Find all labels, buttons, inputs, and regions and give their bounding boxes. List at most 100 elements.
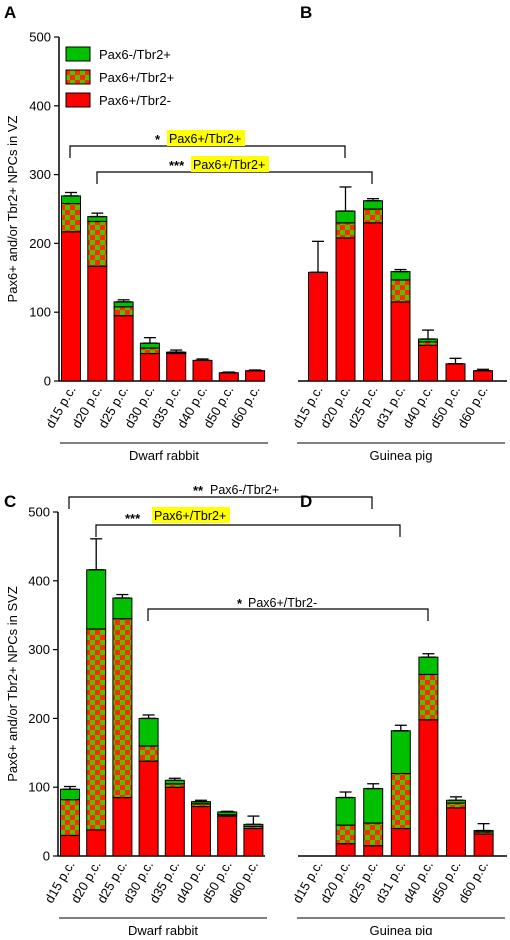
y-axis-title: Pax6+ and/or Tbr2+ NPCs in VZ xyxy=(5,115,20,302)
panel-label-d: D xyxy=(300,492,312,511)
y-tick-label: 300 xyxy=(29,167,51,182)
legend-label: Pax6-/Tbr2+ xyxy=(99,47,171,62)
bar-segment xyxy=(335,797,356,826)
bar-segment xyxy=(87,220,108,267)
bar-segment xyxy=(418,673,439,721)
bar-segment xyxy=(86,569,107,630)
y-tick-label: 100 xyxy=(29,305,51,320)
bar-segment xyxy=(192,359,213,382)
annotation-3: ** Pax6-/Tbr2+ xyxy=(193,483,279,498)
bar-segment xyxy=(390,301,411,382)
bar-segment xyxy=(245,370,266,382)
bar-segment xyxy=(243,827,264,857)
annotation-text: Pax6+/Tbr2+ xyxy=(154,509,226,523)
bar-segment xyxy=(60,799,80,836)
annotation-1: * Pax6+/Tbr2+ xyxy=(155,130,245,147)
bar-segment xyxy=(113,315,134,382)
bar-segment xyxy=(139,342,160,349)
annotation-highlight xyxy=(191,156,269,172)
bar-segment xyxy=(335,237,356,382)
annotation-stars: * xyxy=(155,132,161,147)
y-tick-label: 500 xyxy=(29,30,51,45)
annotation-2: *** Pax6+/Tbr2+ xyxy=(169,156,269,173)
annotation-text: Pax6+/Tbr2- xyxy=(248,596,317,610)
y-tick-label: 0 xyxy=(43,849,50,864)
y-tick-label: 200 xyxy=(28,711,50,726)
bar-segment xyxy=(61,231,81,382)
bar-segment xyxy=(139,347,160,354)
bar-segment xyxy=(112,597,133,620)
y-tick-label: 400 xyxy=(29,98,51,113)
bar-segment xyxy=(445,363,466,382)
bar-segment xyxy=(139,352,160,382)
bar-segment xyxy=(86,829,107,857)
y-tick-label: 300 xyxy=(28,642,50,657)
legend-label: Pax6+/Tbr2+ xyxy=(99,70,174,85)
bracket xyxy=(95,524,401,537)
annotation-text: Pax6-/Tbr2+ xyxy=(210,483,279,497)
bar-segment xyxy=(473,370,493,382)
bar-segment xyxy=(390,772,411,829)
x-axis-title: Guinea pig xyxy=(370,923,433,935)
bar-segment xyxy=(87,265,108,382)
bar-segment xyxy=(363,845,384,857)
bar-segment xyxy=(138,717,159,747)
y-tick-label: 400 xyxy=(28,573,50,588)
annotation-4: *** Pax6+/Tbr2+ xyxy=(125,507,230,526)
x-axis-title: Dwarf rabbit xyxy=(129,448,199,463)
bar-segment xyxy=(61,202,81,233)
y-tick-label: 100 xyxy=(28,780,50,795)
annotation-text: Pax6+/Tbr2+ xyxy=(169,132,241,146)
bar-segment xyxy=(113,306,134,317)
annotation-highlight xyxy=(167,130,245,146)
x-axis-title: Dwarf rabbit xyxy=(128,923,198,935)
bar-segment xyxy=(418,656,439,675)
bar-segment xyxy=(363,208,383,224)
annotation-text: Pax6+/Tbr2+ xyxy=(193,158,265,172)
bar-segment xyxy=(61,195,81,204)
y-axis-title: Pax6+ and/or Tbr2+ NPCs in SVZ xyxy=(5,586,20,782)
bar-segment xyxy=(60,788,80,801)
bar-segment xyxy=(60,834,80,857)
y-tick-label: 0 xyxy=(44,374,51,389)
annotation-5: * Pax6+/Tbr2- xyxy=(237,596,317,611)
bar-segment xyxy=(191,805,211,857)
legend-swatch-red xyxy=(65,92,91,108)
bar-segment xyxy=(164,786,185,857)
bar-segment xyxy=(308,271,328,382)
bar-segment xyxy=(446,802,466,809)
bar-segment xyxy=(446,807,466,857)
bar-segment xyxy=(335,843,356,857)
bar-segment xyxy=(363,200,383,210)
legend-swatch-checker xyxy=(65,69,91,85)
bracket xyxy=(68,496,373,509)
annotation-stars: * xyxy=(237,596,243,611)
legend: Pax6-/Tbr2+ Pax6+/Tbr2+ Pax6+/Tbr2- xyxy=(65,46,174,108)
bar-segment xyxy=(112,797,133,857)
x-axis-title: Guinea pig xyxy=(370,448,433,463)
bar-segment xyxy=(138,745,159,762)
bar-segment xyxy=(390,271,411,281)
bar-segment xyxy=(473,833,494,857)
bar-segment xyxy=(138,760,159,857)
legend-swatch-green xyxy=(65,46,91,62)
chart-panel-c: 0 100 200 300 400 500 Pax6+ and/or Tbr2+ NPCs … xyxy=(5,505,267,938)
bar-segment xyxy=(363,788,384,824)
bar-segment xyxy=(166,352,187,382)
annotation-stars: *** xyxy=(169,158,185,173)
panel-label-c: C xyxy=(4,492,16,511)
bar-segment xyxy=(335,824,356,845)
bar-segment xyxy=(363,222,383,382)
panel-label-a: A xyxy=(4,3,16,22)
bar-segment xyxy=(217,815,238,857)
annotation-highlight xyxy=(152,507,230,523)
bar-segment xyxy=(363,822,384,847)
bar-segment xyxy=(335,222,356,239)
bar-segment xyxy=(86,628,107,831)
bar-segment xyxy=(418,719,439,857)
bar-segment xyxy=(218,372,239,382)
bar-segment xyxy=(390,827,411,857)
chart-panel-b: d15 p.c.d20 p.c.d25 p.c.d31 p.c.d40 p.c.… xyxy=(289,186,507,463)
